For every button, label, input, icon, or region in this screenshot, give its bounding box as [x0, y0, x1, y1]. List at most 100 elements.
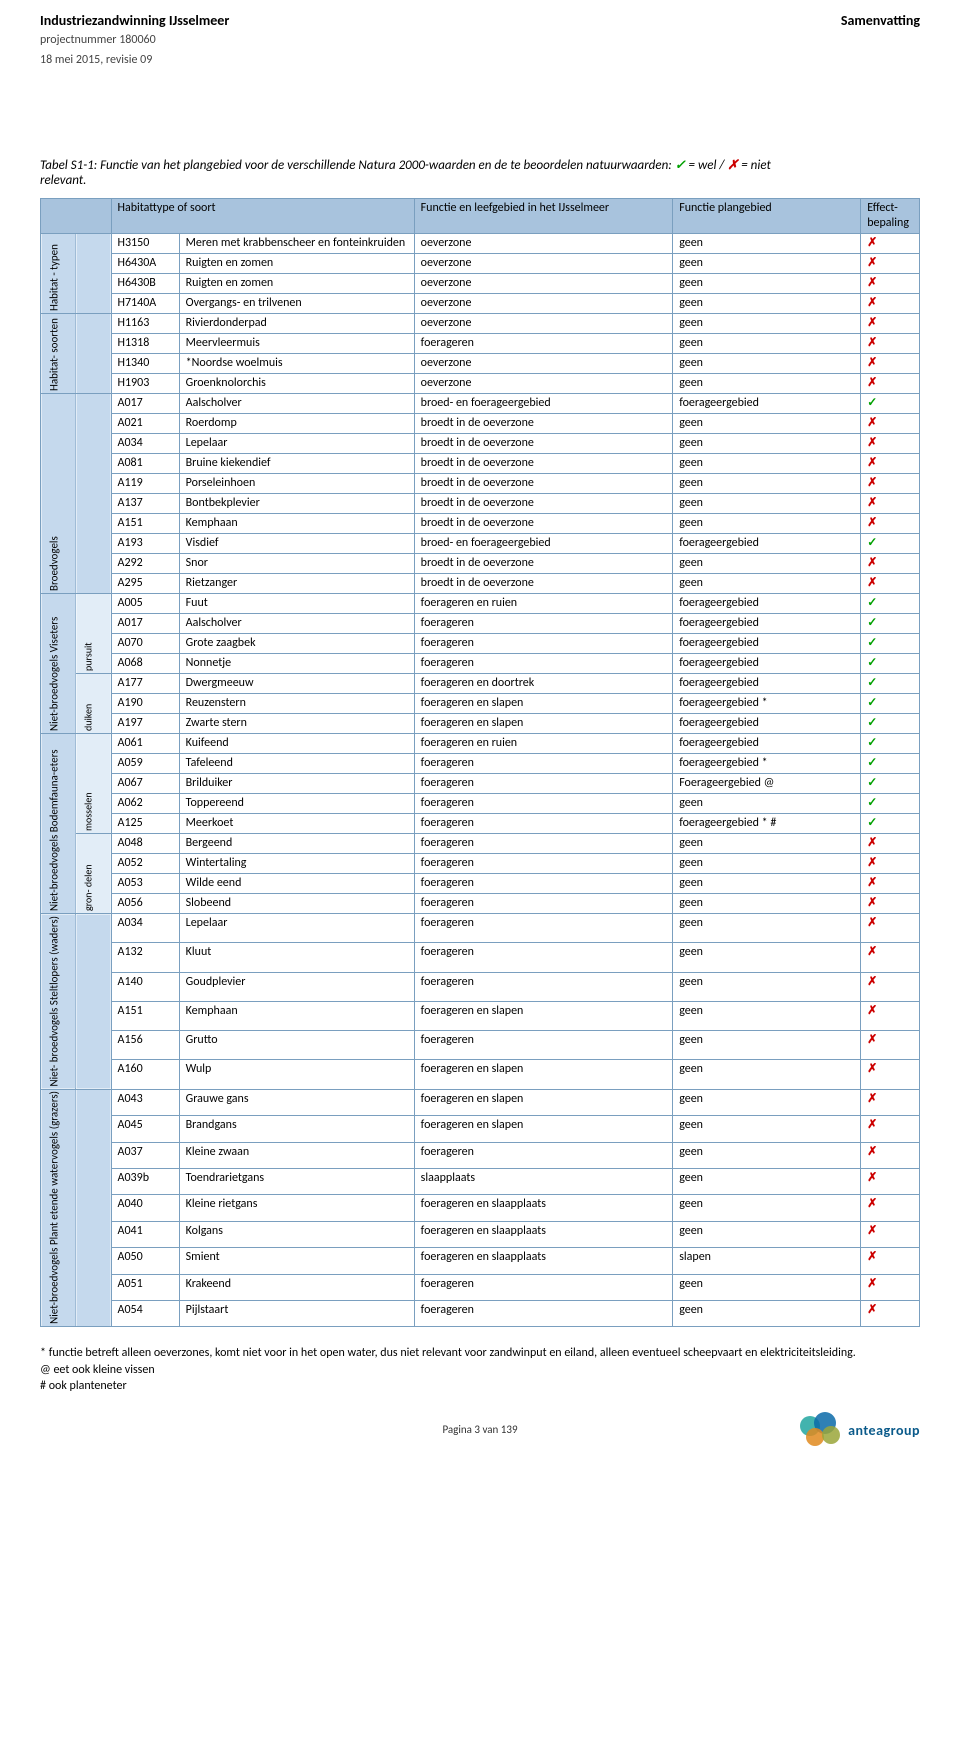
cell-plangebied: foerageergebied * # [673, 814, 861, 834]
cell-functie: foerageren [414, 334, 673, 354]
cell-name: Meerkoet [179, 814, 414, 834]
table-row: A197Zwarte sternfoerageren en slapenfoer… [41, 714, 920, 734]
cell-code: A017 [111, 614, 179, 634]
cell-plangebied: geen [673, 454, 861, 474]
cell-plangebied: Foerageergebied @ [673, 774, 861, 794]
effect-cell: ✗ [861, 274, 920, 294]
cell-functie: broed- en foerageergebied [414, 534, 673, 554]
effect-cell: ✗ [861, 494, 920, 514]
cell-plangebied: geen [673, 1274, 861, 1300]
cell-name: Nonnetje [179, 654, 414, 674]
cell-functie: foerageren [414, 814, 673, 834]
cell-plangebied: foerageergebied [673, 734, 861, 754]
table-row: Niet-broedvogels Plant etende watervogel… [41, 1089, 920, 1115]
cell-code: A137 [111, 494, 179, 514]
table-row: A067BrilduikerfoeragerenFoerageergebied … [41, 774, 920, 794]
cell-code: A067 [111, 774, 179, 794]
cross-icon: ✗ [867, 416, 877, 430]
effect-cell: ✗ [861, 1221, 920, 1247]
header-subline2: 18 mei 2015, revisie 09 [40, 53, 920, 69]
table-row: A295Rietzangerbroedt in de oeverzonegeen… [41, 574, 920, 594]
effect-cell: ✓ [861, 534, 920, 554]
cell-name: Kemphaan [179, 1001, 414, 1030]
subgroup-label-empty [76, 914, 111, 1089]
table-row: A051Krakeendfoeragerengeen✗ [41, 1274, 920, 1300]
cell-plangebied: geen [673, 1221, 861, 1247]
table-row: A081Bruine kiekendiefbroedt in de oeverz… [41, 454, 920, 474]
cell-functie: broedt in de oeverzone [414, 474, 673, 494]
cross-icon: ✗ [867, 1092, 877, 1106]
cell-code: H1340 [111, 354, 179, 374]
header-subline1: projectnummer 180060 [40, 33, 920, 49]
cell-plangebied: geen [673, 434, 861, 454]
cell-plangebied: geen [673, 334, 861, 354]
table-row: duikenA177Dwergmeeuwfoerageren en doortr… [41, 674, 920, 694]
cell-plangebied: geen [673, 554, 861, 574]
cell-name: Overgangs- en trilvenen [179, 294, 414, 314]
cell-code: A151 [111, 514, 179, 534]
cell-plangebied: geen [673, 294, 861, 314]
cell-name: Rietzanger [179, 574, 414, 594]
cell-plangebied: foerageergebied [673, 394, 861, 414]
cell-plangebied: foerageergebied [673, 634, 861, 654]
cross-icon: ✗ [867, 276, 877, 290]
subgroup-label-empty [76, 234, 111, 314]
cell-name: Reuzenstern [179, 694, 414, 714]
effect-cell: ✗ [861, 1274, 920, 1300]
cross-icon: ✗ [867, 1250, 877, 1264]
cell-functie: oeverzone [414, 314, 673, 334]
table-row: A037Kleine zwaanfoeragerengeen✗ [41, 1142, 920, 1168]
cell-plangebied: foerageergebied [673, 714, 861, 734]
cell-name: Ruigten en zomen [179, 274, 414, 294]
effect-cell: ✗ [861, 354, 920, 374]
cell-code: A197 [111, 714, 179, 734]
effect-cell: ✓ [861, 734, 920, 754]
cell-code: A193 [111, 534, 179, 554]
table-row: Niet-broedvogels ViseterspursuitA005Fuut… [41, 594, 920, 614]
header-row: Industriezandwinning IJsselmeer Samenvat… [40, 12, 920, 29]
col-functie: Functie en leefgebied in het IJsselmeer [414, 199, 673, 234]
cell-plangebied: geen [673, 234, 861, 254]
cross-icon: ✗ [867, 1303, 877, 1317]
effect-cell: ✗ [861, 414, 920, 434]
caption-cross-icon: ✗ [727, 158, 738, 173]
cross-icon: ✗ [867, 456, 877, 470]
table-row: A017Aalscholverfoeragerenfoerageergebied… [41, 614, 920, 634]
cross-icon: ✗ [867, 1062, 877, 1076]
cell-functie: foerageren en slaapplaats [414, 1248, 673, 1274]
cell-name: Bruine kiekendief [179, 454, 414, 474]
tick-icon: ✓ [867, 776, 877, 790]
col-effect: Effect-bepaling [861, 199, 920, 234]
effect-cell: ✗ [861, 834, 920, 854]
cell-functie: oeverzone [414, 374, 673, 394]
cell-functie: broedt in de oeverzone [414, 414, 673, 434]
effect-cell: ✗ [861, 294, 920, 314]
table-row: A050Smientfoerageren en slaapplaatsslape… [41, 1248, 920, 1274]
cross-icon: ✗ [867, 336, 877, 350]
cell-functie: foerageren en slapen [414, 1089, 673, 1115]
cell-plangebied: geen [673, 514, 861, 534]
table-row: A039bToendrarietgansslaapplaatsgeen✗ [41, 1168, 920, 1194]
effect-cell: ✗ [861, 894, 920, 914]
effect-cell: ✗ [861, 943, 920, 972]
cell-plangebied: foerageergebied [673, 534, 861, 554]
col-plangebied: Functie plangebied [673, 199, 861, 234]
cell-code: A043 [111, 1089, 179, 1115]
cell-functie: broedt in de oeverzone [414, 514, 673, 534]
cell-code: A295 [111, 574, 179, 594]
cross-icon: ✗ [867, 856, 877, 870]
table-row: A070Grote zaagbekfoeragerenfoerageergebi… [41, 634, 920, 654]
cross-icon: ✗ [867, 496, 877, 510]
cell-functie: oeverzone [414, 274, 673, 294]
table-row: A140Goudplevierfoeragerengeen✗ [41, 972, 920, 1001]
cell-name: Krakeend [179, 1274, 414, 1300]
table-row: A062Toppereendfoeragerengeen✓ [41, 794, 920, 814]
cell-plangebied: geen [673, 314, 861, 334]
cell-plangebied: geen [673, 1195, 861, 1221]
cell-functie: foerageren en slaapplaats [414, 1195, 673, 1221]
footnote-2: @ eet ook kleine vissen [40, 1362, 860, 1378]
cell-code: A050 [111, 1248, 179, 1274]
cell-plangebied: geen [673, 894, 861, 914]
cell-name: Grote zaagbek [179, 634, 414, 654]
cell-name: Bergeend [179, 834, 414, 854]
